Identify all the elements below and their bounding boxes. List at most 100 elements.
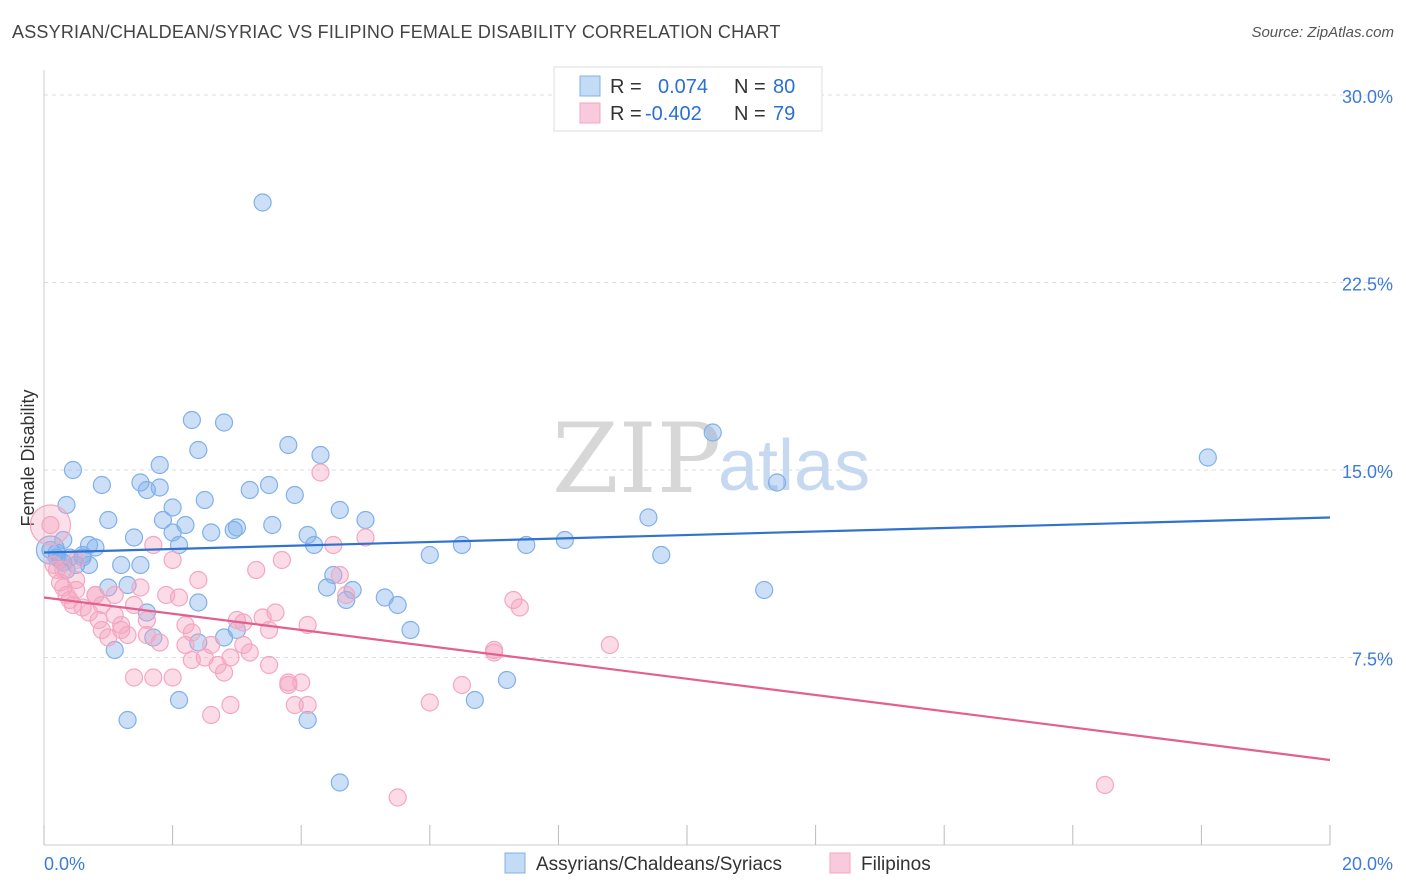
assyrians-point — [92, 475, 111, 495]
filipinos-point — [112, 620, 131, 640]
filipinos-point — [1095, 775, 1115, 795]
filipinos-point — [234, 635, 253, 655]
assyrians-point — [153, 510, 173, 530]
series-assyrians-points — [35, 193, 1217, 792]
legend-n-label-1: N = — [734, 76, 766, 98]
assyrians-point — [311, 445, 330, 465]
filipinos-point — [54, 560, 73, 580]
assyrians-point — [189, 440, 208, 460]
filipinos-point — [163, 668, 182, 687]
assyrians-point — [388, 595, 407, 615]
legend-swatch-filipinos — [579, 102, 601, 124]
filipinos-point — [131, 578, 150, 597]
assyrians-point — [131, 555, 150, 575]
filipinos-point — [124, 595, 144, 615]
watermark-atlas: atlas — [718, 426, 870, 506]
filipinos-point — [169, 588, 189, 607]
assyrians-point — [452, 535, 472, 555]
filipinos-point — [67, 570, 86, 590]
filipinos-point — [86, 585, 105, 605]
y-tick-label: 15.0% — [1342, 462, 1393, 482]
filipinos-trend-line — [43, 596, 1331, 762]
y-axis-tick-labels: 7.5% 15.0% 22.5% 30.0% — [1342, 87, 1393, 670]
source-label: Source: ZipAtlas.com — [1251, 24, 1394, 41]
bottom-legend-swatch-filipinos — [829, 852, 851, 874]
legend-r-label-2: R = — [610, 103, 642, 125]
filipinos-point — [44, 555, 63, 575]
gridlines — [44, 94, 1393, 658]
filipinos-point — [163, 550, 182, 570]
bottom-legend-label-assyrians: Assyrians/Chaldeans/Syriacs — [536, 854, 782, 875]
filipinos-point — [144, 535, 163, 555]
legend-r-value-2: -0.402 — [645, 103, 702, 125]
filipinos-point — [92, 620, 111, 640]
filipinos-point — [221, 648, 240, 667]
filipinos-point — [189, 570, 208, 590]
filipinos-point — [144, 668, 163, 687]
assyrians-point — [639, 508, 658, 527]
assyrians-point — [298, 525, 317, 545]
assyrians-point — [63, 460, 83, 480]
filipinos-point — [388, 788, 407, 807]
assyrians-point — [224, 520, 243, 540]
legend-r-label-1: R = — [610, 76, 642, 98]
assyrians-point — [169, 690, 189, 710]
assyrians-point — [337, 590, 356, 610]
filipinos-point — [272, 550, 292, 570]
assyrians-point — [401, 620, 420, 640]
correlation-legend: R = 0.074 N = 80 R = -0.402 N = 79 — [553, 66, 823, 132]
assyrians-point — [189, 593, 208, 612]
assyrians-point — [279, 435, 298, 455]
assyrians-point — [131, 473, 150, 492]
chart-title: ASSYRIAN/CHALDEAN/SYRIAC VS FILIPINO FEM… — [12, 22, 781, 42]
filipinos-point — [105, 585, 124, 605]
filipinos-point — [298, 695, 317, 715]
filipinos-point — [202, 705, 221, 725]
x-tick-label-min: 0.0% — [44, 854, 85, 874]
legend-swatch-assyrians — [579, 75, 601, 97]
filipinos-point — [259, 620, 279, 640]
x-tick-label-max: 20.0% — [1342, 854, 1393, 874]
y-tick-label: 30.0% — [1342, 87, 1393, 107]
assyrians-point — [555, 530, 574, 550]
watermark-zip: ZIP — [552, 403, 721, 515]
y-tick-label: 7.5% — [1352, 650, 1393, 670]
assyrians-point — [182, 410, 201, 430]
filipinos-point — [259, 655, 279, 675]
filipinos-point — [67, 580, 86, 600]
assyrians-point — [767, 473, 787, 492]
assyrians-point — [163, 498, 182, 517]
assyrians-point — [99, 510, 118, 530]
x-axis-ticks — [43, 825, 1331, 845]
assyrians-point — [263, 515, 282, 535]
assyrians-point — [195, 490, 214, 510]
bottom-legend-label-filipinos: Filipinos — [861, 854, 931, 875]
assyrians-point — [652, 545, 671, 565]
assyrians-point — [517, 535, 536, 555]
trend-lines — [43, 516, 1331, 762]
assyrians-point — [420, 545, 439, 565]
assyrians-trend-line — [43, 516, 1331, 554]
assyrians-point — [227, 518, 246, 537]
filipinos-point — [600, 635, 619, 655]
filipinos-point — [337, 585, 356, 605]
assyrians-point — [124, 528, 144, 547]
filipinos-point — [420, 693, 439, 712]
legend-r-value-1: 0.074 — [658, 76, 708, 98]
filipinos-point — [452, 675, 472, 695]
assyrians-point — [259, 475, 279, 495]
filipinos-point — [504, 590, 523, 610]
filipinos-point — [214, 663, 234, 682]
assyrians-point — [1198, 448, 1217, 467]
legend-n-label-2: N = — [734, 103, 766, 125]
filipinos-point — [202, 635, 221, 655]
assyrians-point — [150, 478, 169, 497]
filipinos-point — [311, 463, 330, 482]
filipinos-point — [240, 643, 259, 662]
filipinos-point — [112, 615, 131, 635]
assyrians-point — [465, 690, 484, 710]
bottom-legend: Assyrians/Chaldeans/Syriacs Filipinos — [504, 852, 931, 875]
assyrians-point — [285, 485, 304, 505]
filipinos-point-large — [29, 504, 72, 546]
